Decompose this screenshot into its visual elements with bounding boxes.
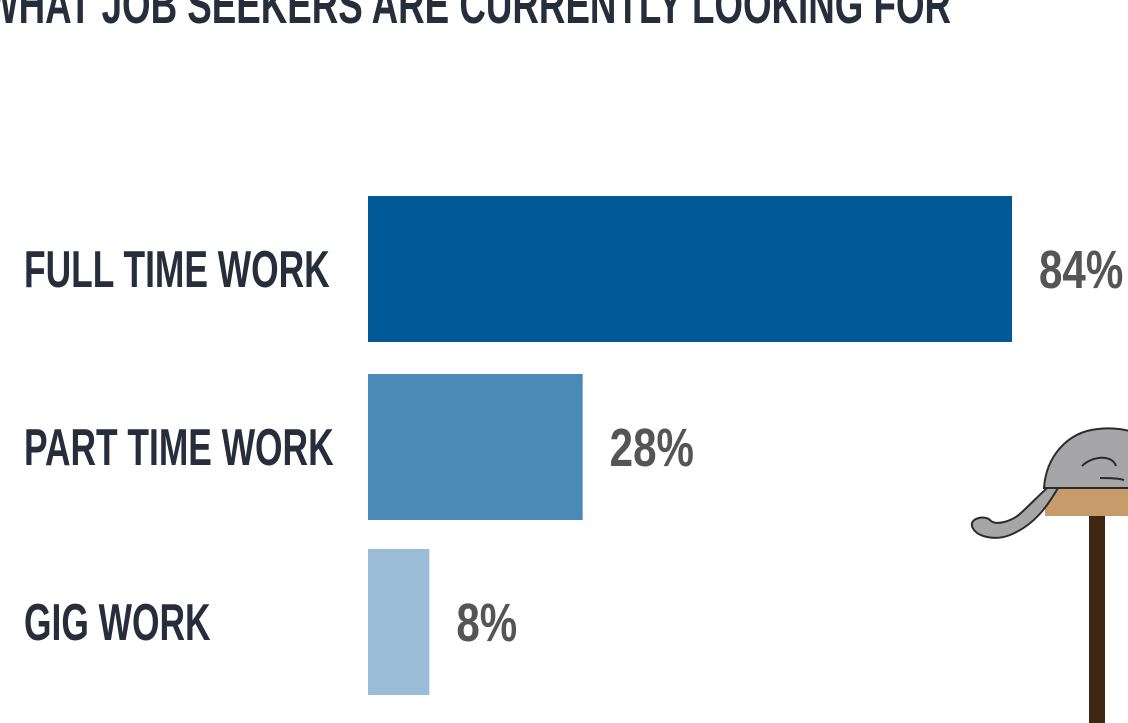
chart-title: WHAT JOB SEEKERS ARE CURRENTLY LOOKING F…	[0, 0, 952, 35]
value-label: 28%	[610, 418, 694, 478]
value-label: 84%	[1039, 240, 1123, 300]
category-label: FULL TIME WORK	[24, 241, 330, 298]
bars-layer: FULL TIME WORK 84% PART TIME WORK 28% GIG WO…	[24, 196, 1123, 695]
category-label: GIG WORK	[24, 594, 211, 651]
bar	[368, 196, 1012, 342]
cat-on-table-icon	[970, 427, 1128, 723]
bar	[368, 374, 583, 520]
category-label: PART TIME WORK	[24, 419, 334, 476]
value-label: 8%	[456, 593, 517, 653]
bar	[368, 549, 430, 695]
